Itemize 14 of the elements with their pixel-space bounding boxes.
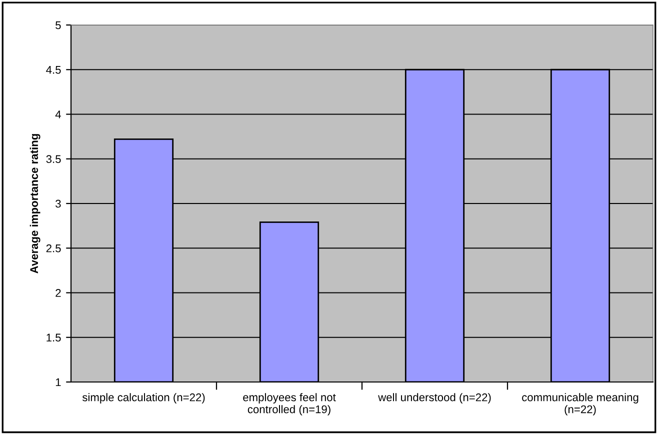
y-tick-label: 1.5 [46, 334, 61, 342]
y-tick-label: 1 [56, 378, 61, 386]
y-tick-label: 3.5 [46, 155, 61, 164]
x-tick-label: communicable meaning (n=22) [522, 393, 638, 416]
y-axis-title: Average importance rating [30, 134, 40, 274]
y-tick-label: 2 [56, 289, 61, 297]
x-tick-label: employees feel not controlled (n=19) [243, 393, 336, 416]
x-tick-label: well understood (n=22) [378, 393, 491, 404]
y-tick-label: 4.5 [46, 66, 61, 74]
y-tick-label: 2.5 [46, 244, 61, 252]
y-tick-label: 3 [56, 200, 61, 208]
y-tick-label: 5 [56, 21, 61, 30]
x-tick-label: simple calculation (n=22) [82, 393, 205, 404]
y-tick-label: 4 [55, 110, 61, 118]
